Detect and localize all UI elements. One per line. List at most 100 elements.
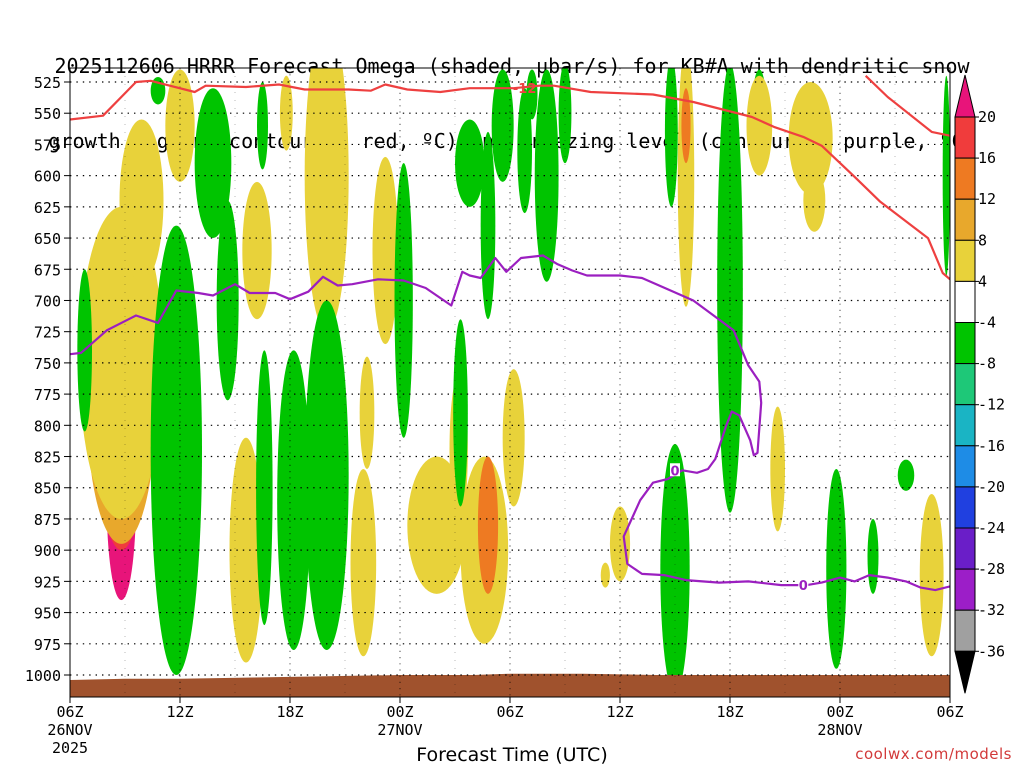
omega-cell-71 bbox=[919, 493, 944, 657]
x-tick-label-7: 00Z bbox=[826, 703, 853, 721]
colorbar-segment-11 bbox=[954, 568, 976, 611]
colorbar-label-2: 12 bbox=[978, 190, 996, 208]
y-tick-label-700: 700 bbox=[34, 292, 61, 310]
colorbar-segment-1 bbox=[954, 157, 976, 200]
colorbar-label-12: -32 bbox=[978, 601, 1005, 619]
omega-cell-64 bbox=[788, 81, 833, 195]
omega-cell-20 bbox=[242, 181, 272, 320]
colorbar-segment-6 bbox=[954, 363, 976, 406]
x-tick-date-3: 27NOV bbox=[377, 721, 422, 739]
omega-cell-51 bbox=[609, 506, 631, 582]
colorbar-segment-8 bbox=[954, 445, 976, 488]
omega-cell-12 bbox=[150, 225, 202, 675]
dgz-contour-label: -12 bbox=[513, 82, 537, 97]
x-tick-label-8: 06Z bbox=[936, 703, 963, 721]
omega-cell-39 bbox=[453, 319, 468, 507]
y-tick-label-775: 775 bbox=[34, 386, 61, 404]
chart-title-line-1: 2025112606 HRRR Forecast Omega (shaded, … bbox=[54, 54, 970, 78]
x-axis-title: Forecast Time (UTC) bbox=[416, 744, 608, 766]
colorbar-label-7: -12 bbox=[978, 396, 1005, 414]
omega-cell-34 bbox=[359, 356, 375, 470]
y-axis: 525 550 575 600 625 650 675 700 725 750 775 800 825 8… bbox=[25, 74, 70, 685]
colorbar-segment-9 bbox=[954, 486, 976, 529]
omega-cell-16 bbox=[216, 200, 239, 401]
source-credit: coolwx.com/models bbox=[855, 745, 1012, 763]
y-tick-label-1000: 1000 bbox=[25, 667, 61, 685]
omega-cell-63 bbox=[770, 406, 786, 532]
colorbar-label-6: -8 bbox=[978, 355, 996, 373]
freezing-contour-label-0: 0 bbox=[670, 464, 679, 479]
colorbar-segment-5 bbox=[954, 322, 976, 365]
y-tick-label-750: 750 bbox=[34, 355, 61, 373]
omega-cell-6 bbox=[119, 119, 164, 282]
colorbar-label-11: -28 bbox=[978, 560, 1005, 578]
colorbar-label-4: 4 bbox=[978, 272, 987, 290]
colorbar-segment-12 bbox=[954, 609, 976, 652]
colorbar-label-1: 16 bbox=[978, 149, 996, 167]
colorbar-segment-4 bbox=[954, 280, 976, 323]
omega-cell-13 bbox=[165, 69, 195, 182]
omega-cell-49 bbox=[526, 69, 538, 120]
omega-cell-67 bbox=[826, 469, 847, 669]
x-tick-date-7: 28NOV bbox=[817, 721, 862, 739]
omega-cell-68 bbox=[867, 518, 879, 594]
omega-cell-22 bbox=[279, 75, 293, 151]
omega-cell-14 bbox=[194, 88, 232, 239]
colorbar-label-13: -36 bbox=[978, 642, 1005, 660]
omega-cell-54 bbox=[681, 88, 691, 164]
freezing-level-contour-line bbox=[70, 254, 950, 592]
omega-cell-18 bbox=[229, 437, 263, 663]
freezing-contour-label-1: 0 bbox=[799, 579, 808, 594]
terrain-fill bbox=[70, 673, 950, 697]
omega-cell-57 bbox=[660, 444, 690, 694]
omega-cell-28 bbox=[304, 68, 349, 332]
x-tick-label-2: 18Z bbox=[276, 703, 303, 721]
y-tick-label-575: 575 bbox=[34, 136, 61, 154]
y-tick-label-950: 950 bbox=[34, 605, 61, 623]
omega-cell-41 bbox=[477, 456, 499, 594]
colorbar-segment-0 bbox=[954, 116, 976, 159]
colorbar-label-3: 8 bbox=[978, 231, 987, 249]
y-tick-label-725: 725 bbox=[34, 324, 61, 342]
omega-cell-47 bbox=[534, 69, 559, 282]
colorbar-label-8: -16 bbox=[978, 437, 1005, 455]
y-tick-label-550: 550 bbox=[34, 105, 61, 123]
colorbar-label-9: -20 bbox=[978, 478, 1005, 496]
y-tick-label-675: 675 bbox=[34, 261, 61, 279]
x-tick-label-6: 18Z bbox=[716, 703, 743, 721]
y-tick-label-925: 925 bbox=[34, 573, 61, 591]
omega-cell-44 bbox=[491, 69, 514, 182]
x-tick-label-4: 06Z bbox=[496, 703, 523, 721]
omega-cell-19 bbox=[256, 350, 273, 626]
x-tick-label-5: 12Z bbox=[606, 703, 633, 721]
y-tick-label-625: 625 bbox=[34, 199, 61, 217]
omega-cell-33 bbox=[350, 469, 377, 657]
x-tick-label-1: 12Z bbox=[166, 703, 193, 721]
y-tick-label-850: 850 bbox=[34, 480, 61, 498]
contour-layer: -12 0 0 bbox=[70, 75, 950, 594]
omega-cell-35 bbox=[372, 156, 399, 345]
omega-cell-45 bbox=[517, 88, 533, 214]
omega-cell-60 bbox=[717, 68, 743, 513]
x-tick-year-0: 2025 bbox=[52, 739, 88, 757]
colorbar-segment-10 bbox=[954, 527, 976, 570]
colorbar-segment-7 bbox=[954, 404, 976, 447]
grid-layer bbox=[70, 68, 950, 697]
y-tick-label-525: 525 bbox=[34, 74, 61, 92]
colorbar-label-5: -4 bbox=[978, 314, 996, 332]
y-tick-label-825: 825 bbox=[34, 449, 61, 467]
y-tick-label-875: 875 bbox=[34, 511, 61, 529]
y-tick-label-600: 600 bbox=[34, 168, 61, 186]
omega-cell-50 bbox=[600, 562, 610, 588]
colorbar-label-10: -24 bbox=[978, 519, 1005, 537]
x-tick-date-0: 26NOV bbox=[47, 721, 92, 739]
omega-cell-43 bbox=[455, 119, 485, 207]
freezing-label-bg-1 bbox=[798, 578, 809, 592]
colorbar-segment-2 bbox=[954, 198, 976, 241]
x-tick-label-3: 00Z bbox=[386, 703, 413, 721]
y-tick-label-900: 900 bbox=[34, 542, 61, 560]
omega-cell-46 bbox=[502, 369, 525, 507]
omega-cell-72 bbox=[942, 75, 950, 276]
